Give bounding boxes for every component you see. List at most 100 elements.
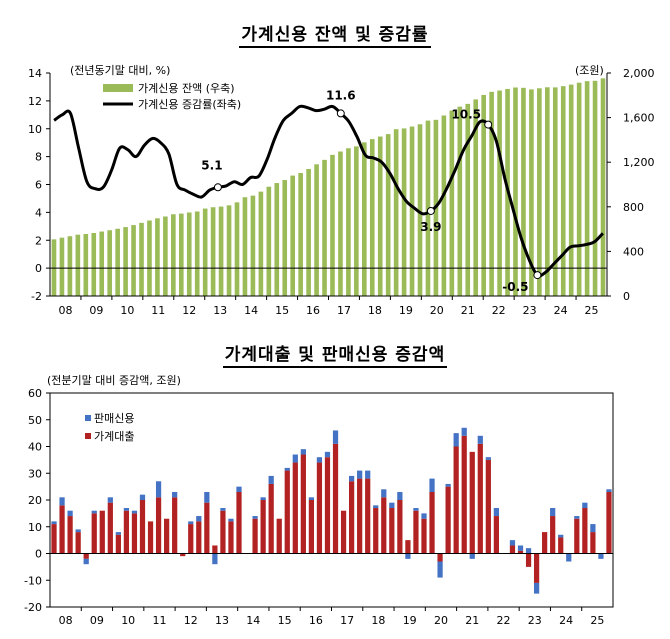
balance-bar [481,94,486,296]
legend-household-loan-label: 가계대출 [94,430,134,443]
sales-credit-bar [91,510,97,514]
legend-household-loan-swatch [85,433,91,439]
balance-bar [576,82,582,296]
legend-sales-credit-label: 판매신용 [94,412,134,425]
x-tick-label: 23 [523,304,537,317]
household-loan-bar [324,457,331,554]
x-tick-label: 20 [434,614,448,627]
y-tick-label: -10 [24,574,42,587]
x-tick-label: 22 [497,614,511,627]
balance-bar [600,78,606,296]
x-tick-label: 25 [585,304,599,317]
annotation-label: 11.6 [326,88,356,102]
balance-bar [489,91,494,296]
x-tick-label: 19 [399,304,413,317]
household-loan-bar [429,491,435,554]
sales-credit-bar [107,497,113,503]
balance-bar [497,90,502,296]
household-loan-bar [228,521,234,554]
balance-bar [186,212,192,296]
balance-bar [91,233,97,296]
y-tick-label-right: 0 [623,290,630,303]
household-loan-bar [188,524,194,554]
balance-bar [537,88,542,296]
household-loan-bar [413,510,419,554]
annotation-marker [484,120,493,129]
household-loan-bar [107,502,113,554]
household-loan-bar [83,553,89,559]
balance-bar [155,218,160,296]
household-loan-bar [115,534,121,554]
sales-credit-bar [582,502,588,509]
household-loan-bar [75,532,81,554]
sales-credit-bar [155,481,162,498]
balance-bar [131,225,136,296]
household-loan-bar [292,462,298,554]
balance-bar [465,103,471,296]
balance-bar [592,80,598,296]
household-loan-bar [260,500,266,554]
household-loan-bar [533,553,540,583]
household-loan-bar [139,500,146,554]
household-loan-bar [445,486,451,554]
household-loan-bar [276,518,282,554]
household-loan-bar [453,446,459,554]
x-tick-label: 16 [309,614,323,627]
balance-bar [552,87,558,296]
balance-bar [298,173,303,296]
y-tick-label-left: 2 [35,234,42,247]
sales-credit-bar [324,451,331,458]
sales-credit-bar [566,553,572,562]
sales-credit-bar [59,497,65,506]
x-tick-label: 11 [152,614,166,627]
sales-credit-bar [51,521,57,525]
sales-credit-bar [590,524,596,533]
chart1-ylabel-right: (조원) [575,64,604,77]
balance-bar [123,227,128,296]
household-loan-bar [397,500,403,554]
chart2-ylabel: (전분기말 대비 증감액, 조원) [47,374,181,387]
household-loan-bar [590,532,596,554]
x-tick-label: 20 [430,304,444,317]
balance-bar [282,180,288,296]
x-tick-label: 14 [244,304,258,317]
balance-bar [242,197,248,296]
balance-bar [568,84,574,296]
y-tick-label: 10 [28,521,42,534]
household-loan-bar [509,545,516,554]
balance-bar [139,222,144,296]
household-loan-bar [123,510,130,554]
household-loan-bar [180,553,186,557]
sales-credit-bar [131,510,138,514]
chart1-svg: (전년동기말 대비, %) (조원) -20246810121404008001… [28,64,655,317]
balance-bar [226,205,232,296]
sales-credit-bar [196,516,202,522]
household-loan-bar [381,497,387,554]
balance-bar [178,213,184,296]
annotation-marker [336,109,345,118]
balance-bar [513,87,518,297]
sales-credit-bar [485,457,491,460]
household-loan-bar [147,521,154,554]
balance-bar [369,139,375,296]
household-loan-bar [316,462,323,554]
sales-credit-bar [558,534,564,538]
sales-credit-bar [397,491,403,500]
household-loan-bar [268,483,274,554]
balance-bar [83,234,89,296]
balance-bar [171,214,176,296]
annotation-marker [213,183,222,192]
x-tick-label: 13 [213,304,227,317]
x-tick-label: 15 [278,614,292,627]
x-tick-label: 08 [59,614,73,627]
sales-credit-bar [493,508,499,517]
sales-credit-bar [357,470,363,479]
household-loan-bar [332,443,339,554]
sales-credit-bar [300,449,306,455]
x-tick-label: 22 [492,304,506,317]
balance-bar [330,154,335,296]
balance-bar [266,186,272,296]
household-loan-bar [469,451,475,554]
sales-credit-bar [413,508,419,511]
balance-bar [521,87,526,296]
